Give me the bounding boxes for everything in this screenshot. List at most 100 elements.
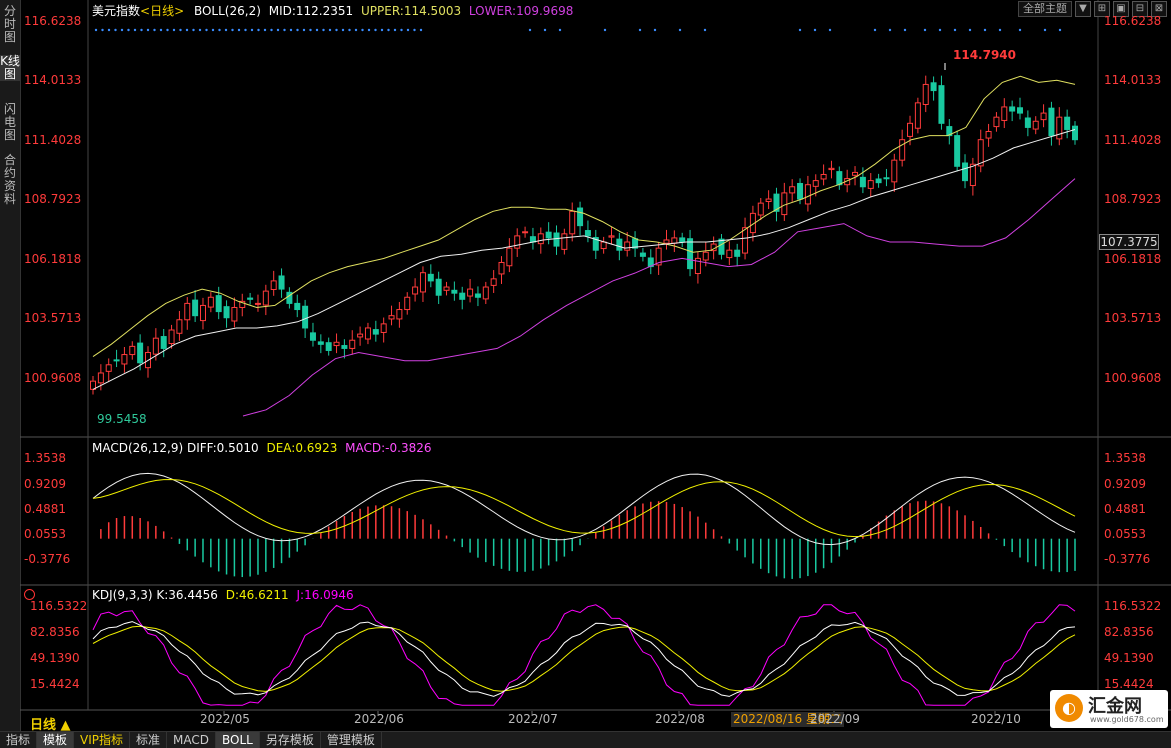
signal-dot [703, 28, 707, 32]
signal-dot [380, 28, 384, 32]
candle-body [914, 102, 921, 129]
sidebar-tab-0[interactable]: 分时图 [3, 4, 16, 44]
candle-body [569, 210, 576, 235]
signal-dot [185, 28, 189, 32]
candle-body [1064, 116, 1071, 130]
macd-title: MACD(26,12,9) [92, 441, 184, 455]
dropdown-icon[interactable]: ▼ [1075, 1, 1091, 17]
candle-body [388, 315, 395, 320]
signal-dot [1043, 28, 1047, 32]
kdj-axis-label-right: 49.1390 [1104, 651, 1154, 665]
signal-dot [296, 28, 299, 32]
close-icon[interactable]: ⊠ [1151, 1, 1167, 17]
macd-axis-label-left: -0.3776 [24, 552, 71, 566]
bottom-tab-4[interactable]: MACD [167, 732, 217, 748]
candle-body [537, 233, 544, 245]
candle-body [977, 139, 984, 167]
candle-body [427, 273, 434, 282]
date-label: 2022/06 [354, 712, 404, 726]
candle-body [396, 309, 403, 320]
signal-dot [114, 28, 117, 32]
candle-body [608, 235, 615, 238]
macd-axis-label-left: 0.0553 [24, 527, 66, 541]
candle-body [742, 227, 749, 254]
signal-dot [289, 28, 293, 32]
macd-axis-label-right: 1.3538 [1104, 451, 1146, 465]
dea-value: DEA:0.6923 [266, 441, 338, 455]
candle-body [907, 122, 914, 137]
bottom-tab-6[interactable]: 另存模板 [260, 732, 321, 748]
candle-body [663, 239, 670, 244]
signal-dot [888, 28, 892, 32]
sidebar-tab-2[interactable]: 闪电图 [3, 102, 16, 142]
bottom-tab-7[interactable]: 管理模板 [321, 732, 382, 748]
candle-body [247, 297, 254, 300]
sidebar-tab-1[interactable]: K线图 [0, 54, 20, 81]
signal-dot [393, 28, 397, 32]
signal-dot [374, 28, 377, 32]
candle-body [734, 249, 741, 257]
signal-dot [179, 28, 182, 32]
dea-line [92, 478, 1076, 538]
candle-body [1056, 116, 1063, 140]
signal-dot [873, 28, 877, 32]
boll-lower-line [242, 178, 1076, 417]
kdj-j-line [92, 604, 1076, 706]
minimize-icon[interactable]: ⊟ [1132, 1, 1148, 17]
candle-body [239, 300, 246, 308]
signal-dot [361, 28, 364, 32]
period-button[interactable]: 日线 ▲ [30, 718, 71, 733]
signal-dot [309, 28, 312, 32]
bottom-tab-2[interactable]: VIP指标 [74, 732, 131, 748]
candle-body [954, 135, 961, 167]
bottom-tab-0[interactable]: 指标 [0, 732, 38, 748]
candle-body [254, 302, 261, 305]
symbol-name: 美元指数 [92, 4, 141, 18]
price-axis-label-right: 103.5713 [1104, 311, 1162, 325]
kdj-settings-icon[interactable] [24, 589, 35, 600]
bottom-tab-3[interactable]: 标准 [130, 732, 168, 748]
price-axis-label-left: 106.1818 [24, 252, 82, 266]
upper-value: UPPER:114.5003 [360, 4, 462, 18]
candle-body [474, 293, 481, 298]
signal-dot [813, 28, 817, 32]
j-value: J:16.0946 [296, 588, 354, 602]
candle-body [836, 171, 843, 186]
macd-axis-label-left: 0.9209 [24, 477, 66, 491]
candle-body [962, 162, 969, 182]
candle-body [584, 230, 591, 237]
candle-body [553, 232, 560, 247]
kdj-axis-label-right: 82.8356 [1104, 625, 1154, 639]
signal-dot [354, 28, 358, 32]
macd-axis-label-left: 1.3538 [24, 451, 66, 465]
site-logo: ◐ 汇金网 www.gold678.com [1050, 690, 1168, 728]
kdj-axis-label-right: 15.4424 [1104, 677, 1154, 691]
signal-dot [153, 28, 156, 32]
signal-dot [166, 28, 169, 32]
sidebar-tab-3[interactable]: 合约资料 [3, 153, 16, 206]
candle-body [514, 235, 521, 249]
signal-dot [237, 28, 241, 32]
price-axis-label-left: 116.6238 [24, 14, 82, 28]
logo-mark-icon: ◐ [1055, 694, 1083, 722]
macd-axis-label-right: 0.0553 [1104, 527, 1146, 541]
signal-dot [120, 28, 124, 32]
signal-dot [653, 28, 657, 32]
candle-body [506, 247, 513, 267]
candle-body [1001, 106, 1008, 121]
candle-body [883, 177, 890, 180]
signal-dot [224, 28, 228, 32]
chart-canvas[interactable] [0, 0, 1171, 731]
layout-icon[interactable]: ⊞ [1094, 1, 1110, 17]
candle-body [985, 131, 992, 139]
theme-select[interactable]: 全部主题 [1018, 1, 1072, 17]
d-value: D:46.6211 [225, 588, 289, 602]
bottom-tab-5[interactable]: BOLL [216, 732, 260, 748]
bottom-tab-1[interactable]: 模板 [37, 732, 75, 748]
candle-body [1024, 117, 1031, 128]
candle-body [946, 126, 953, 137]
candle-body [412, 286, 419, 295]
signal-dot [1018, 28, 1022, 32]
macd-axis-label-right: -0.3776 [1104, 552, 1151, 566]
maximize-icon[interactable]: ▣ [1113, 1, 1129, 17]
